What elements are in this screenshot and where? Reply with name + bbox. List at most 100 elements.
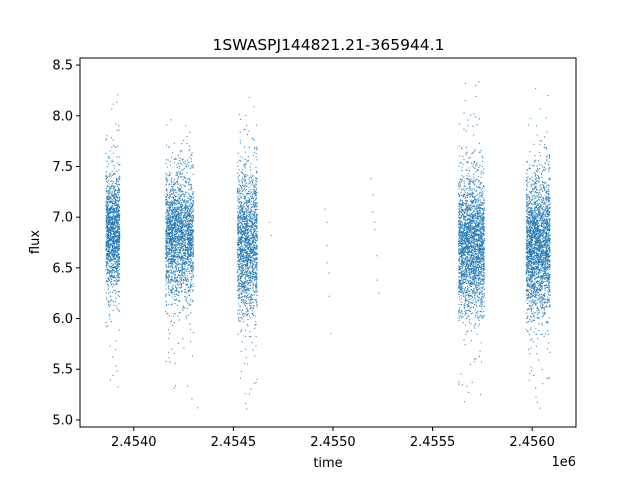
data-point <box>255 180 257 182</box>
data-point <box>246 291 248 293</box>
data-point <box>187 227 189 229</box>
data-point <box>107 203 109 206</box>
data-point <box>165 249 168 251</box>
data-point <box>240 329 242 331</box>
data-point <box>184 288 186 290</box>
data-point <box>114 250 116 252</box>
data-point <box>110 180 112 182</box>
data-point <box>107 180 109 182</box>
data-point <box>165 305 168 307</box>
data-point <box>240 205 242 207</box>
data-point <box>173 199 175 201</box>
data-point <box>240 285 242 287</box>
data-point <box>171 224 173 226</box>
data-point <box>114 258 116 260</box>
data-point <box>168 218 170 220</box>
data-point <box>253 229 255 231</box>
data-point <box>252 210 254 212</box>
data-point <box>181 225 183 227</box>
data-point <box>115 123 117 125</box>
data-point <box>170 252 172 254</box>
data-point <box>179 223 181 225</box>
data-point <box>113 197 115 200</box>
data-point <box>243 288 245 290</box>
data-point <box>182 204 184 206</box>
data-point <box>165 280 167 282</box>
data-point <box>115 177 118 179</box>
data-point <box>165 203 167 205</box>
data-point <box>173 260 175 262</box>
data-point <box>169 205 171 207</box>
data-point <box>117 241 119 243</box>
data-point <box>169 238 171 240</box>
data-point <box>110 281 113 283</box>
data-point <box>115 257 117 260</box>
data-point <box>117 226 119 228</box>
data-point <box>241 281 243 283</box>
data-point <box>174 244 176 246</box>
data-point <box>105 211 107 213</box>
data-point <box>112 230 114 232</box>
data-point <box>190 244 192 246</box>
data-point <box>168 196 170 198</box>
data-point <box>112 223 114 225</box>
data-point <box>189 167 191 169</box>
data-point <box>180 229 182 231</box>
data-point <box>172 267 174 269</box>
data-point <box>116 156 118 158</box>
data-point <box>186 142 188 145</box>
data-point <box>165 260 167 262</box>
data-point <box>256 286 258 288</box>
data-point <box>181 207 183 209</box>
data-point <box>108 300 110 303</box>
data-point <box>252 234 254 236</box>
data-point <box>252 233 255 235</box>
data-point <box>254 242 257 244</box>
data-point <box>167 253 169 255</box>
data-point <box>112 209 114 211</box>
data-point <box>240 171 242 173</box>
data-point <box>179 235 181 237</box>
data-point <box>182 225 184 227</box>
data-point <box>108 222 110 224</box>
data-point <box>237 277 239 279</box>
data-point <box>172 196 174 198</box>
data-point <box>176 215 178 217</box>
data-point <box>182 244 184 246</box>
data-point <box>166 203 168 205</box>
data-point <box>115 241 118 243</box>
data-point <box>180 259 182 261</box>
data-point <box>107 229 110 231</box>
data-point <box>116 231 118 233</box>
data-point <box>116 239 118 241</box>
data-point <box>166 253 168 255</box>
data-point <box>237 220 239 222</box>
data-point <box>187 261 189 263</box>
data-point <box>118 329 120 331</box>
data-point <box>240 228 242 230</box>
data-point <box>247 282 250 284</box>
data-point <box>251 247 253 249</box>
data-point <box>171 226 173 228</box>
data-point <box>111 137 113 139</box>
data-point <box>242 233 245 235</box>
data-point <box>168 224 171 226</box>
data-point <box>179 160 181 162</box>
data-point <box>189 237 191 239</box>
data-point <box>118 274 120 276</box>
data-point <box>242 299 244 301</box>
data-point <box>249 254 251 256</box>
data-point <box>252 269 254 271</box>
data-point <box>173 288 175 290</box>
data-point <box>241 190 244 192</box>
data-point <box>165 265 167 267</box>
data-point <box>190 242 192 244</box>
data-point <box>113 248 115 250</box>
data-point <box>105 201 108 203</box>
data-point <box>253 223 255 225</box>
data-point <box>169 219 171 222</box>
data-point <box>177 256 179 258</box>
data-point <box>182 259 184 261</box>
data-point <box>172 226 174 229</box>
data-point <box>254 202 256 204</box>
